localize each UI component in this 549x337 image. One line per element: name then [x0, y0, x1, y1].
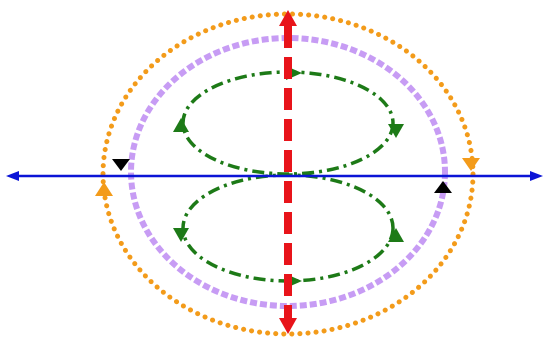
vertical-axis-top-arrow-icon: [279, 10, 297, 26]
outer-contour: [100, 11, 476, 337]
horizontal-axis-left-arrow-icon: [6, 171, 19, 181]
horizontal-axis-right-arrow-icon: [530, 171, 543, 181]
green-arrowhead-lower-left-down: [173, 228, 189, 242]
vertical-axis-bottom-arrow-icon: [279, 318, 297, 334]
green-arrowhead-upper-left-up: [173, 118, 189, 132]
green-arrowhead-lower-right-up: [388, 228, 404, 242]
orange-arrowhead-left-up: [95, 182, 113, 196]
black-arrowhead-right-up: [434, 181, 452, 193]
black-arrowhead-left-down: [112, 159, 130, 171]
green-arrowhead-upper-right-down: [388, 124, 404, 138]
orange-arrowhead-right-down: [462, 158, 480, 171]
